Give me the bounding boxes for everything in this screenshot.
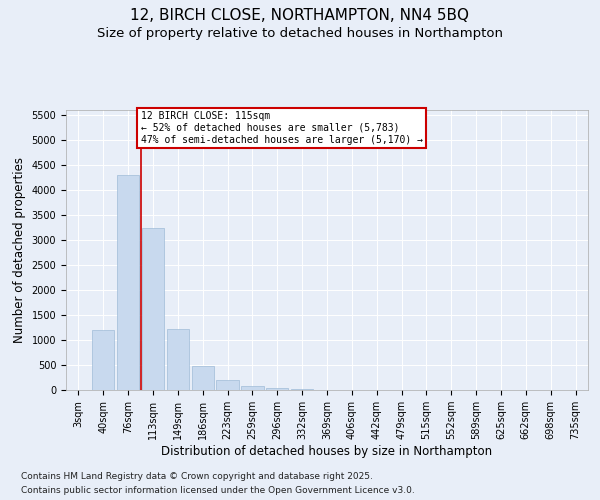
Bar <box>291 389 313 390</box>
Text: Contains HM Land Registry data © Crown copyright and database right 2025.: Contains HM Land Registry data © Crown c… <box>21 472 373 481</box>
Bar <box>241 386 263 390</box>
Text: Size of property relative to detached houses in Northampton: Size of property relative to detached ho… <box>97 28 503 40</box>
Y-axis label: Number of detached properties: Number of detached properties <box>13 157 26 343</box>
Bar <box>92 330 115 390</box>
Bar <box>266 388 289 390</box>
X-axis label: Distribution of detached houses by size in Northampton: Distribution of detached houses by size … <box>161 445 493 458</box>
Bar <box>191 366 214 390</box>
Text: 12 BIRCH CLOSE: 115sqm
← 52% of detached houses are smaller (5,783)
47% of semi-: 12 BIRCH CLOSE: 115sqm ← 52% of detached… <box>140 112 422 144</box>
Text: Contains public sector information licensed under the Open Government Licence v3: Contains public sector information licen… <box>21 486 415 495</box>
Bar <box>142 228 164 390</box>
Bar <box>167 328 189 390</box>
Bar <box>217 380 239 390</box>
Bar <box>117 175 139 390</box>
Text: 12, BIRCH CLOSE, NORTHAMPTON, NN4 5BQ: 12, BIRCH CLOSE, NORTHAMPTON, NN4 5BQ <box>131 8 470 22</box>
